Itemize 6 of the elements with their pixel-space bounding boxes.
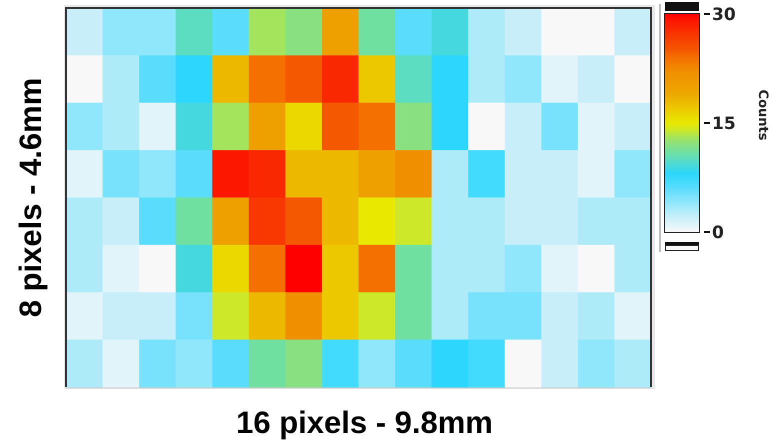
y-axis-title: 8 pixels - 4.6mm bbox=[13, 78, 48, 318]
x-axis-title: 16 pixels - 9.8mm bbox=[236, 405, 493, 440]
color-bar-label: 0 bbox=[712, 223, 724, 244]
color-bar-label: 30 bbox=[712, 5, 736, 26]
color-bar-title: Counts bbox=[755, 90, 770, 141]
color-bar-label: 15 bbox=[712, 114, 736, 134]
